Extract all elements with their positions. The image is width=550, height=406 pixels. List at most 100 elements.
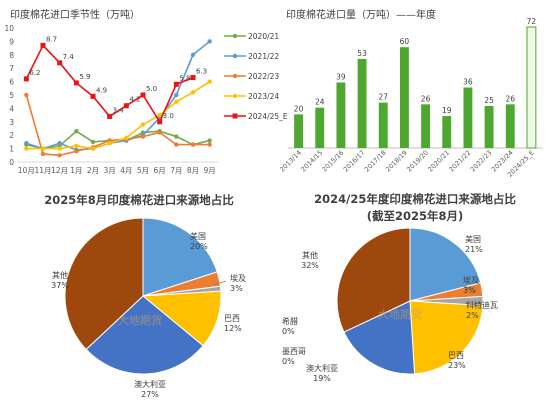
y-tick-label: 10	[4, 24, 14, 33]
x-tick-label: 10月	[18, 166, 35, 175]
slice-label: 埃及	[463, 275, 479, 285]
slice-pct: 19%	[313, 374, 331, 383]
legend-swatch-marker	[232, 73, 238, 79]
series-point	[107, 141, 112, 146]
pie-slice	[85, 295, 204, 375]
bar-value-label: 36	[463, 78, 473, 87]
y-tick-label: 4	[9, 104, 14, 113]
series-point	[140, 92, 146, 98]
x-tick-label: 12月	[51, 166, 68, 175]
pie-slice	[343, 300, 416, 375]
series-line-2024/25_E	[25, 44, 194, 124]
series-point	[90, 139, 96, 145]
series-point	[157, 130, 162, 135]
slice-pct: 0%	[282, 357, 295, 366]
seasonal-line-chart-panel: 印度棉花进口季节性（万吨） 0 1 2 3 4 5 6 7 8 9 10 10月 11月 12月 1月 2月 3…	[0, 0, 287, 185]
slice-pct: 3%	[463, 286, 476, 295]
series-point	[74, 128, 79, 134]
leader-line	[464, 302, 481, 307]
legend-label: 2021/22	[248, 51, 280, 61]
x-tick-label: 2014/15	[299, 149, 324, 174]
x-tick-label: 2019/20	[405, 149, 430, 174]
x-tick-label: 7月	[170, 166, 182, 175]
legend-swatch-marker	[232, 113, 238, 119]
x-tick-label: 2020/21	[426, 149, 451, 174]
bar-value-label: 24	[315, 98, 325, 107]
pie-slice	[64, 217, 144, 351]
bar	[315, 107, 325, 148]
y-tick-label: 0	[9, 158, 14, 167]
leader-line	[212, 280, 227, 286]
data-label: 5.8	[179, 74, 190, 82]
bar	[484, 106, 494, 148]
bar-value-label: 53	[357, 49, 367, 58]
slice-label: 科特迪瓦	[466, 300, 498, 310]
slice-pct: 12%	[224, 324, 242, 333]
bar-value-label: 25	[484, 96, 494, 105]
slice-label: 巴西	[224, 314, 240, 323]
bar	[505, 104, 515, 148]
series-point	[57, 146, 62, 151]
slice-label: 希腊	[282, 316, 298, 326]
data-label: 6.2	[29, 69, 40, 77]
pie-2024-25-subtitle: (截至2025年8月)	[366, 209, 464, 223]
series-point	[73, 80, 79, 86]
annual-chart-title: 印度棉花进口量（万吨）——年度	[286, 10, 436, 21]
series-point	[157, 112, 162, 118]
series-point	[24, 141, 29, 146]
watermark-logo: 大地期货	[118, 314, 162, 327]
pie-slice	[142, 217, 218, 297]
pie-aug-2025-panel: 2025年8月印度棉花进口来源地占比 美国 20% 埃及 3% 巴西 12% 澳大利亚 27%…	[0, 186, 278, 406]
y-tick-label: 8	[9, 51, 14, 60]
bar-value-label: 19	[442, 106, 452, 115]
data-label: 3.0	[163, 112, 174, 120]
y-tick-label: 9	[9, 37, 14, 46]
y-tick-label: 2	[9, 131, 14, 140]
data-label: 5.9	[79, 73, 90, 81]
y-tick-label: 1	[9, 145, 14, 154]
legend-item: 2020/21	[224, 26, 288, 46]
series-point	[23, 76, 29, 82]
legend-label: 2024/25_E	[248, 111, 288, 121]
slice-label: 其他	[52, 270, 68, 280]
slice-pct: 21%	[465, 245, 483, 254]
series-point	[190, 75, 196, 81]
series-point	[40, 42, 46, 48]
pie-slice	[409, 227, 482, 302]
series-point	[90, 146, 96, 151]
y-tick-label: 6	[9, 78, 14, 87]
slice-pct: 32%	[301, 261, 319, 270]
legend-swatch	[224, 73, 246, 79]
data-label: 7.4	[63, 53, 75, 61]
pie-slice	[409, 300, 484, 375]
data-label: 5.0	[146, 85, 157, 93]
series-point	[123, 103, 129, 109]
slice-pct: 20%	[190, 242, 208, 251]
slice-pct: 27%	[141, 390, 159, 399]
slice-label: 埃及	[230, 273, 246, 283]
x-tick-label: 2017/18	[363, 149, 388, 174]
legend-item: 2023/24	[224, 86, 288, 106]
slice-label: 美国	[465, 234, 481, 244]
annual-bar-chart: 20 2013/14 24 2014/15 39 2015/16 53 2016/17 27 20…	[280, 17, 542, 179]
series-point	[207, 79, 212, 84]
x-tick-label: 2月	[87, 166, 99, 175]
bar	[526, 26, 537, 149]
legend-swatch	[224, 113, 246, 119]
slice-label: 澳大利亚	[306, 363, 338, 373]
x-tick-label: 8月	[187, 166, 199, 175]
legend-label: 2020/21	[248, 31, 280, 41]
series-point	[190, 142, 196, 147]
series-point	[190, 52, 196, 57]
series-point	[57, 153, 62, 158]
bar-value-label: 26	[421, 94, 431, 103]
legend-item: 2021/22	[224, 46, 288, 66]
bar	[357, 58, 367, 148]
seasonal-chart-legend: 2020/21 2021/22 2022/23 2023/24 2024/25_E	[224, 26, 288, 126]
bar-value-label: 72	[527, 17, 537, 26]
x-tick-label: 6月	[154, 166, 166, 175]
slice-pct: 37%	[51, 281, 69, 290]
slice-label: 墨西哥	[282, 347, 306, 356]
series-point	[140, 134, 146, 139]
series-point	[24, 92, 29, 98]
